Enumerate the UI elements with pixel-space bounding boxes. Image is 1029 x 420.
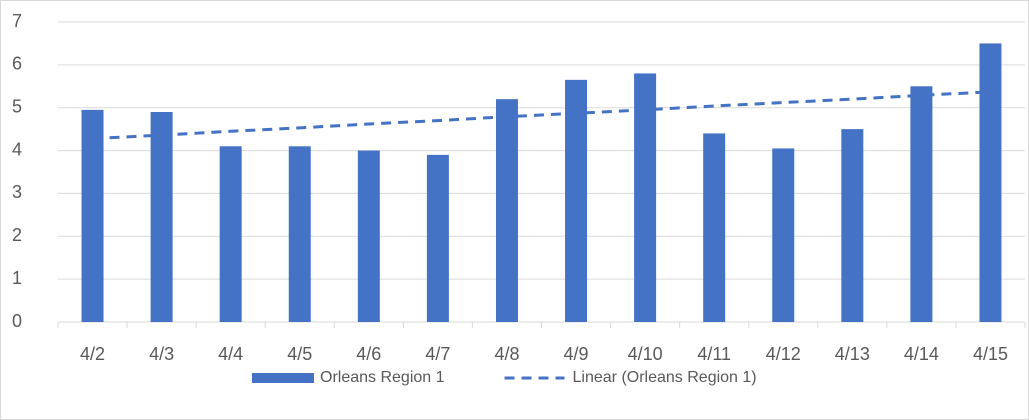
y-tick-label: 2 [12,225,22,245]
y-tick-label: 6 [12,54,22,74]
legend-swatch [252,373,314,383]
bar [495,99,518,323]
x-tick-label: 4/10 [628,344,663,364]
x-tick-label: 4/3 [149,344,174,364]
y-tick-label: 7 [12,11,22,31]
bar [357,150,380,322]
x-tick-label: 4/2 [80,344,105,364]
x-tick-label: 4/14 [904,344,939,364]
x-tick-label: 4/4 [218,344,243,364]
x-tick-label: 4/8 [494,344,519,364]
x-tick-label: 4/9 [564,344,589,364]
y-tick-label: 0 [12,311,22,331]
x-tick-label: 4/12 [766,344,801,364]
y-tick-label: 4 [12,139,22,159]
bar [772,148,795,322]
x-tick-label: 4/11 [697,344,731,364]
y-tick-label: 3 [12,182,22,202]
legend-label: Linear (Orleans Region 1) [573,369,757,386]
y-tick-label: 5 [12,96,22,116]
bar [81,109,104,322]
bar [426,154,449,322]
bar [910,86,933,323]
x-tick-label: 4/7 [425,344,450,364]
bar [703,133,726,322]
bar [979,43,1002,323]
legend-label: Orleans Region 1 [320,369,445,386]
bar [219,146,242,322]
x-tick-label: 4/6 [356,344,381,364]
bar [150,112,173,322]
trendline [92,90,991,141]
bar [288,146,311,322]
y-tick-label: 1 [12,268,22,288]
x-tick-label: 4/13 [835,344,870,364]
x-tick-label: 4/15 [973,344,1008,364]
bar [841,129,864,322]
x-tick-label: 4/5 [287,344,312,364]
bar [634,73,657,322]
bar [565,79,588,322]
